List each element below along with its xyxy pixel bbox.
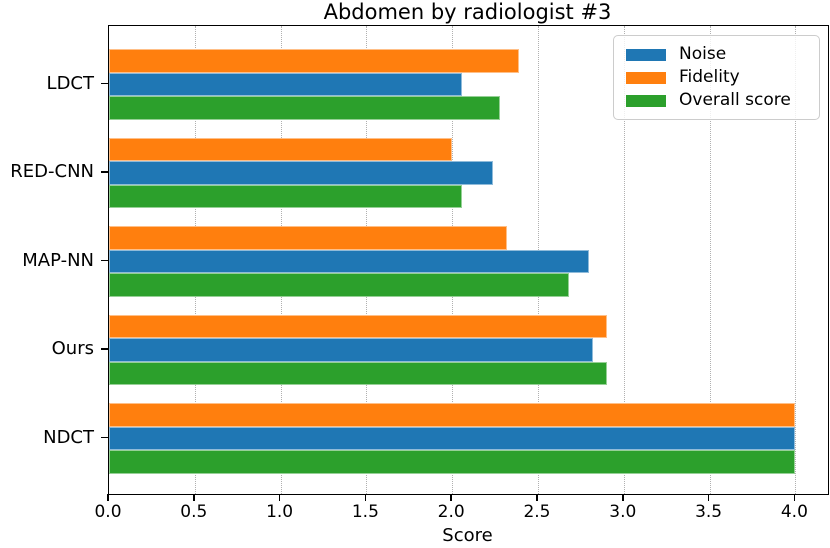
y-axis-tick [101,171,108,173]
x-tick-label: 4.0 [780,502,808,522]
legend-swatch-icon [626,48,666,61]
x-axis-tick [278,494,281,501]
bar-noise-map-nn [109,249,590,274]
y-tick-label: RED-CNN [10,161,94,182]
x-tick-label: 1.0 [266,502,294,522]
x-axis-tick [707,494,710,501]
y-tick-label: LDCT [46,72,94,94]
x-axis-tick [450,494,452,501]
bar-overall-score-map-nn [109,273,569,297]
legend-item-label: Fidelity [679,67,740,87]
y-axis-tick [101,348,108,350]
gridline [795,26,797,494]
legend-item-noise: Noise [626,43,807,66]
x-tick-label: 2.0 [437,502,465,522]
bar-fidelity-ours [109,314,607,339]
bar-noise-ldct [109,72,463,97]
bar-overall-score-red-cnn [109,184,463,209]
legend-item-overall-score: Overall score [626,89,807,112]
legend-item-fidelity: Fidelity [626,66,807,89]
y-tick-label: MAP-NN [22,249,94,271]
gridline [623,26,625,494]
legend: Noise Fidelity Overall score [613,35,820,120]
x-tick-label: 3.5 [695,502,723,522]
bar-fidelity-ldct [109,49,520,73]
bar-overall-score-ours [109,361,607,386]
bar-overall-score-ldct [109,96,501,120]
x-axis-tick [622,494,624,501]
x-tick-label: 3.0 [609,502,637,522]
bar-fidelity-ndct [109,403,796,427]
x-axis-tick [193,494,195,501]
x-tick-label: 0.5 [180,502,208,522]
x-tick-label: 1.5 [351,502,379,522]
chart-title: Abdomen by radiologist #3 [323,0,612,24]
legend-item-label: Overall score [679,90,791,110]
x-axis-title: Score [442,525,493,546]
x-axis-tick [793,494,796,501]
bar-noise-ours [109,338,593,362]
y-axis-tick [101,82,108,85]
x-tick-label: 2.5 [523,502,551,522]
gridline [709,26,711,494]
bar-fidelity-map-nn [109,226,508,250]
legend-item-label: Noise [679,44,727,64]
bar-noise-ndct [109,426,796,451]
y-axis-tick [101,259,108,262]
bar-noise-red-cnn [109,161,494,185]
y-axis-tick [101,436,108,439]
x-axis-tick [364,494,367,501]
x-tick-label: 0.0 [94,502,122,522]
bar-fidelity-red-cnn [109,137,453,162]
x-axis-tick [107,494,109,501]
x-axis-tick [536,494,538,501]
bar-overall-score-ndct [109,450,796,474]
y-tick-label: NDCT [43,426,94,448]
y-tick-label: Ours [51,338,94,359]
legend-swatch-icon [626,94,666,107]
legend-swatch-icon [626,71,666,84]
